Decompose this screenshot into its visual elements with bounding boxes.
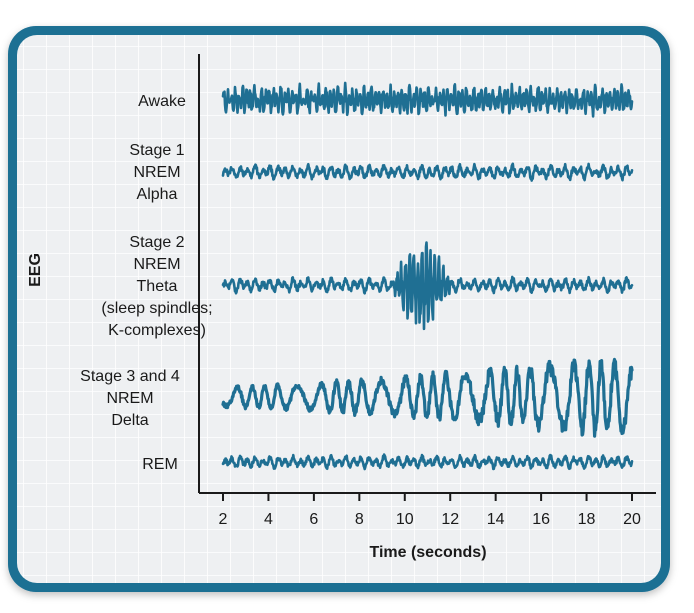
eeg-trace-rem	[221, 453, 634, 471]
series-label-line: Theta	[137, 278, 178, 295]
series-label-line: NREM	[133, 164, 180, 181]
series-label-line: Stage 3 and 4	[80, 368, 180, 385]
series-label-line: NREM	[106, 390, 153, 407]
series-label-line: REM	[142, 456, 178, 473]
x-tick-label: 20	[623, 511, 641, 528]
series-label-line: (sleep spindles;	[101, 300, 212, 317]
series-label-line: Stage 1	[129, 142, 184, 159]
x-tick-label: 2	[219, 511, 228, 528]
series-label-line: NREM	[133, 256, 180, 273]
eeg-trace-stage3-4	[221, 357, 634, 438]
series-label-line: Awake	[138, 93, 186, 110]
series-label-line: Stage 2	[129, 234, 184, 251]
eeg-trace-stage2	[221, 241, 634, 331]
x-axis-title: Time (seconds)	[369, 544, 486, 561]
y-axis-title: EEG	[27, 253, 44, 287]
eeg-trace-stage1	[221, 162, 634, 182]
x-tick-label: 12	[441, 511, 459, 528]
x-tick-label: 10	[396, 511, 414, 528]
x-tick-label: 6	[309, 511, 318, 528]
eeg-trace-awake	[221, 81, 634, 118]
series-label-line: K-complexes)	[108, 322, 206, 339]
x-tick-label: 14	[487, 511, 505, 528]
x-tick-label: 18	[578, 511, 596, 528]
series-label-line: Delta	[111, 412, 148, 429]
eeg-traces	[221, 81, 634, 471]
x-tick-label: 16	[532, 511, 550, 528]
x-tick-label: 4	[264, 511, 273, 528]
series-label-line: Alpha	[137, 186, 178, 203]
x-axis-ticks: 2 4 6 8 10 12 14 16 18 20	[219, 493, 641, 528]
series-labels: Awake Stage 1 NREM Alpha Stage 2 NREM Theta (sl…	[80, 93, 212, 473]
x-tick-label: 8	[355, 511, 364, 528]
